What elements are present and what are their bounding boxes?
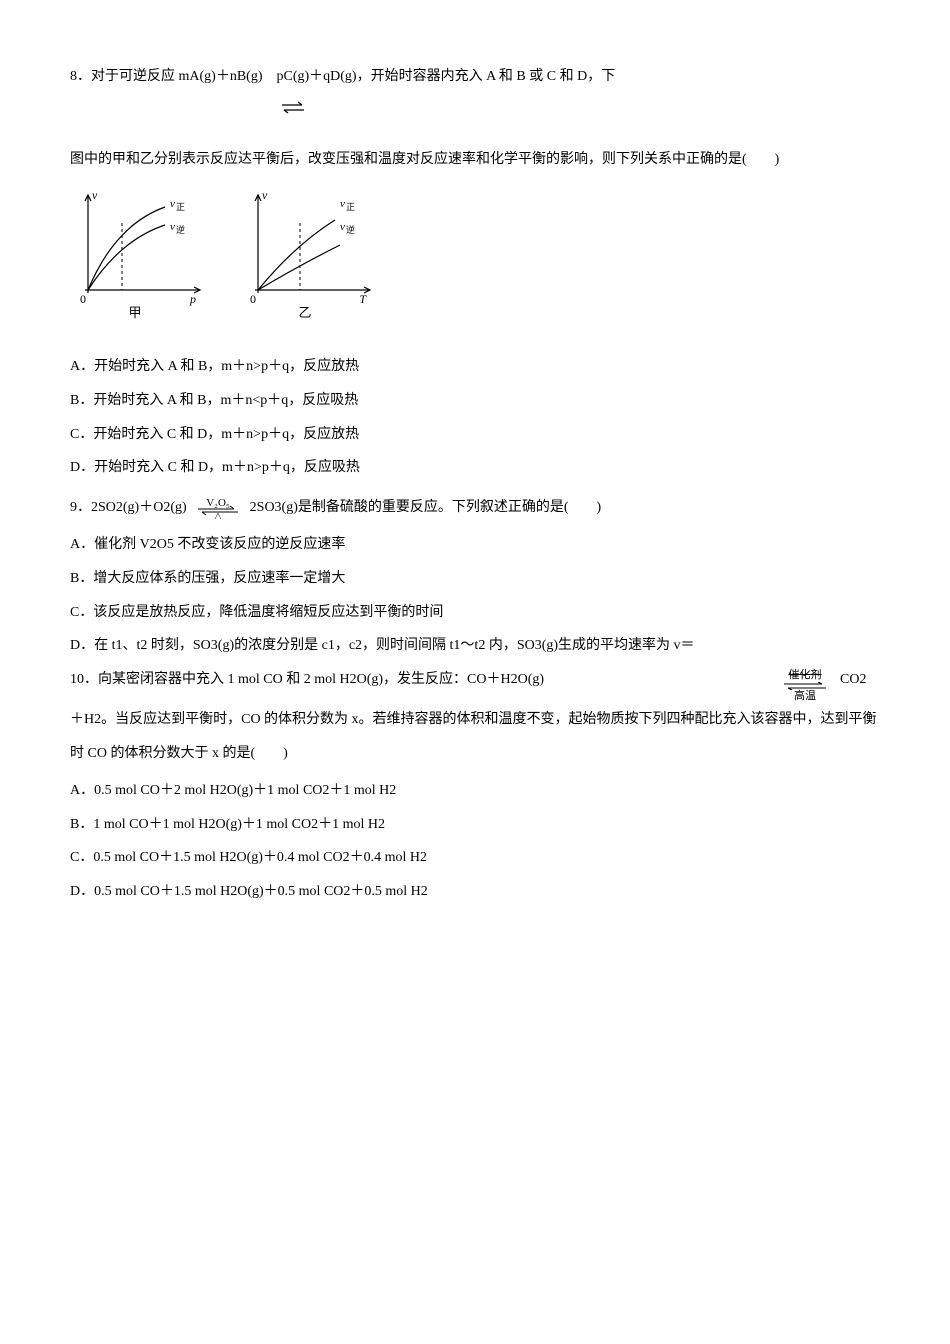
q9-opt-a: A．催化剂 V2O5 不改变该反应的逆反应速率	[70, 528, 880, 562]
q10-opt-b: B．1 mol CO＋1 mol H2O(g)＋1 mol CO2＋1 mol …	[70, 808, 880, 842]
svg-text:V₂O₅: V₂O₅	[206, 497, 230, 509]
q8-graphs: vp0甲v正v逆vT0乙v正v逆	[70, 185, 880, 339]
q10-stem-post: CO2	[840, 663, 880, 697]
q8-opt-d: D．开始时充入 C 和 D，m＋n>p＋q，反应吸热	[70, 451, 880, 485]
q9-catalyst-arrow: V₂O₅ △	[194, 497, 242, 519]
svg-text:逆: 逆	[346, 224, 355, 235]
q9-opt-c: C．该反应是放热反应，降低温度将缩短反应达到平衡的时间	[70, 596, 880, 630]
svg-text:0: 0	[250, 292, 256, 306]
q8-eq-symbol	[70, 92, 880, 126]
q9-options: A．催化剂 V2O5 不改变该反应的逆反应速率 B．增大反应体系的压强，反应速率…	[70, 528, 880, 662]
svg-text:正: 正	[346, 202, 355, 212]
q8-opt-b: B．开始时充入 A 和 B，m＋n<p＋q，反应吸热	[70, 384, 880, 418]
q10-options: A．0.5 mol CO＋2 mol H2O(g)＋1 mol CO2＋1 mo…	[70, 774, 880, 908]
svg-text:逆: 逆	[176, 224, 185, 235]
svg-text:v: v	[170, 221, 175, 233]
q8-options: A．开始时充入 A 和 B，m＋n>p＋q，反应放热 B．开始时充入 A 和 B…	[70, 350, 880, 484]
q9-opt-d: D．在 t1、t2 时刻，SO3(g)的浓度分别是 c1，c2，则时间间隔 t1…	[70, 629, 880, 663]
svg-text:正: 正	[176, 202, 185, 212]
q9-stem-post: 2SO3(g)是制备硫酸的重要反应。下列叙述正确的是( )	[250, 500, 602, 515]
q10-opt-d: D．0.5 mol CO＋1.5 mol H2O(g)＋0.5 mol CO2＋…	[70, 875, 880, 909]
svg-text:0: 0	[80, 292, 86, 306]
svg-text:v: v	[262, 188, 268, 202]
q8-opt-a: A．开始时充入 A 和 B，m＋n>p＋q，反应放热	[70, 350, 880, 384]
svg-text:v: v	[170, 198, 175, 210]
q10-catalyst-arrow: 催化剂 高温	[770, 663, 840, 703]
q10-stem-pre: 10．向某密闭容器中充入 1 mol CO 和 2 mol H2O(g)，发生反…	[70, 663, 770, 697]
svg-text:v: v	[340, 198, 345, 210]
svg-text:p: p	[189, 292, 196, 306]
svg-text:v: v	[92, 188, 98, 202]
svg-text:T: T	[359, 292, 367, 306]
q9-opt-b: B．增大反应体系的压强，反应速率一定增大	[70, 562, 880, 596]
q8-stem-line1: 8．对于可逆反应 mA(g)＋nB(g) pC(g)＋qD(g)，开始时容器内充…	[70, 60, 880, 94]
q10-opt-c: C．0.5 mol CO＋1.5 mol H2O(g)＋0.4 mol CO2＋…	[70, 841, 880, 875]
q10-stem-line1: 10．向某密闭容器中充入 1 mol CO 和 2 mol H2O(g)，发生反…	[70, 663, 880, 703]
q9-stem: 9．2SO2(g)＋O2(g) V₂O₅ △ 2SO3(g)是制备硫酸的重要反应…	[70, 491, 880, 525]
svg-text:乙: 乙	[298, 305, 311, 320]
svg-text:△: △	[214, 511, 222, 519]
q10-opt-a: A．0.5 mol CO＋2 mol H2O(g)＋1 mol CO2＋1 mo…	[70, 774, 880, 808]
q8-opt-c: C．开始时充入 C 和 D，m＋n>p＋q，反应放热	[70, 418, 880, 452]
q9-stem-pre: 9．2SO2(g)＋O2(g)	[70, 500, 187, 515]
q10-stem-line2: ＋H2。当反应达到平衡时，CO 的体积分数为 x。若维持容器的体积和温度不变，起…	[70, 703, 880, 770]
svg-text:v: v	[340, 221, 345, 233]
q8-stem-line2: 图中的甲和乙分别表示反应达平衡后，改变压强和温度对反应速率和化学平衡的影响，则下…	[70, 143, 880, 177]
svg-text:甲: 甲	[128, 305, 141, 320]
